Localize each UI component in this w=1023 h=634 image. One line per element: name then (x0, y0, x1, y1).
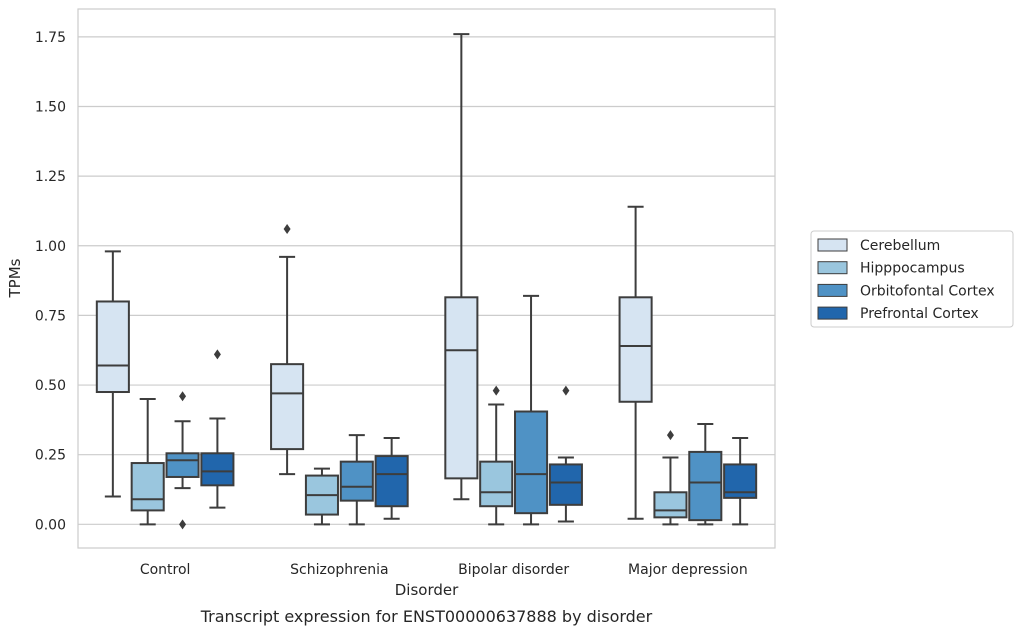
outlier-point (213, 349, 221, 360)
y-tick-label: 0.50 (35, 378, 66, 394)
outlier-point (179, 519, 187, 530)
box-iqr (374, 455, 409, 508)
box-iqr (444, 296, 479, 480)
box-iqr (339, 460, 374, 502)
box-iqr (479, 460, 514, 508)
box-1-2 (479, 385, 514, 526)
box-0-0 (95, 250, 130, 498)
y-tick-label: 0.75 (35, 308, 66, 324)
box-0-1 (270, 224, 305, 476)
box-2-0 (165, 391, 200, 530)
y-axis-label: TPMs (6, 258, 24, 298)
box-iqr (618, 296, 653, 403)
plot-frame (77, 8, 776, 549)
box-2-1 (339, 434, 374, 526)
legend-label: Orbitofontal Cortex (860, 283, 995, 299)
x-tick-label: Control (140, 562, 191, 578)
box-0-3 (618, 205, 653, 520)
y-tick-label: 1.75 (35, 30, 66, 46)
y-tick-label: 1.25 (35, 169, 66, 185)
outlier-point (179, 391, 187, 402)
box-iqr (688, 450, 723, 522)
box-1-3 (653, 430, 688, 526)
box-3-0 (200, 349, 235, 509)
legend: Cerebellum Hipppocampus Orbitofontal Corte… (810, 230, 1014, 328)
y-tick-label: 0.25 (35, 448, 66, 464)
y-tick-label: 0.00 (35, 517, 66, 533)
legend-frame (810, 230, 1014, 328)
x-axis-label: Disorder (395, 581, 459, 599)
box-3-1 (374, 436, 409, 520)
x-tick-label: Major depression (628, 562, 748, 578)
y-tick-label: 1.50 (35, 99, 66, 115)
legend-label: Prefrontal Cortex (860, 306, 979, 322)
box-iqr (130, 462, 165, 512)
outlier-point (283, 224, 291, 235)
box-2-2 (514, 294, 549, 526)
legend-swatch (817, 306, 848, 320)
box-2-3 (688, 423, 723, 526)
box-iqr (165, 452, 200, 478)
box-3-3 (723, 436, 758, 526)
box-1-0 (130, 397, 165, 526)
box-iqr (200, 452, 235, 487)
legend-swatch (817, 261, 848, 275)
box-1-1 (304, 467, 339, 526)
outlier-point (562, 385, 570, 396)
x-tick-label: Bipolar disorder (458, 562, 569, 578)
outlier-point (666, 430, 674, 441)
legend-swatch (817, 283, 848, 297)
box-iqr (653, 491, 688, 519)
legend-swatch (817, 238, 848, 252)
box-3-2 (548, 385, 583, 523)
box-iqr (270, 363, 305, 451)
outlier-point (492, 385, 500, 396)
legend-label: Hipppocampus (860, 261, 965, 277)
boxes (95, 33, 758, 530)
chart-caption: Transcript expression for ENST0000063788… (200, 607, 653, 626)
y-tick-label: 1.00 (35, 239, 66, 255)
box-0-2 (444, 33, 479, 501)
legend-label: Cerebellum (860, 238, 940, 254)
box-iqr (548, 463, 583, 506)
box-iqr (514, 410, 549, 515)
x-tick-label: Schizophrenia (290, 562, 388, 578)
y-axis-ticks: 0.00 0.25 0.50 0.75 1.00 1.25 1.50 1.75 (35, 30, 66, 533)
x-axis-ticks: Control Schizophrenia Bipolar disorder Majo… (140, 562, 748, 578)
box-iqr (95, 300, 130, 394)
